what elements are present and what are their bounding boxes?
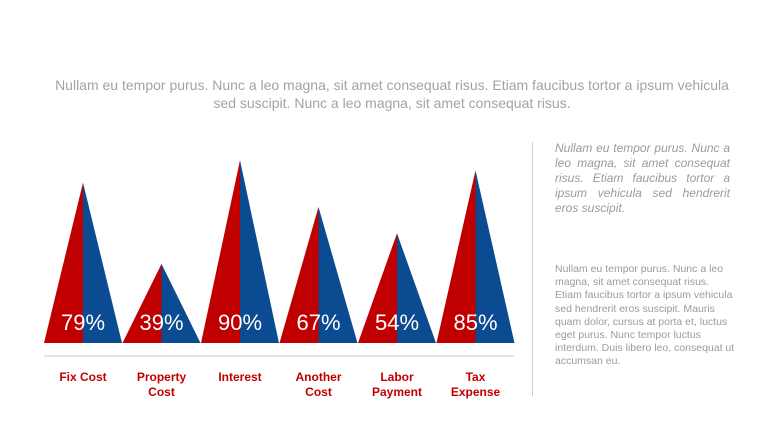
pyramid-left-face [279, 206, 319, 343]
pyramid-right-face [161, 263, 201, 343]
value-label: 39% [139, 310, 183, 335]
pyramid-left-face [201, 160, 240, 343]
category-label: Cost [305, 385, 332, 399]
pyramid-right-face [240, 160, 279, 343]
value-label: 79% [61, 310, 105, 335]
category-label: Property [137, 370, 187, 384]
pyramid-right-face [397, 233, 436, 343]
category-label: Expense [451, 385, 501, 399]
vertical-divider [532, 142, 533, 396]
side-body-text: Nullam eu tempor purus. Nunc a leo magna… [555, 263, 735, 368]
value-label: 67% [296, 310, 340, 335]
value-label: 54% [375, 310, 419, 335]
pyramid-left-face [436, 170, 476, 343]
category-label: Labor [380, 370, 414, 384]
pyramid-right-face [318, 206, 358, 343]
category-label: Fix Cost [59, 370, 106, 384]
category-label: Tax [466, 370, 486, 384]
pyramid-right-face [475, 170, 515, 343]
pyramid-left-face [358, 233, 397, 343]
pyramid-left-face [122, 263, 162, 343]
category-label: Interest [218, 370, 261, 384]
pyramid-right-face [83, 182, 122, 343]
value-label: 85% [453, 310, 497, 335]
side-italic-text: Nullam eu tempor purus. Nunc a leo magna… [555, 141, 730, 215]
category-label: Payment [372, 385, 422, 399]
pyramid-left-face [44, 182, 83, 343]
value-label: 90% [218, 310, 262, 335]
category-label: Another [296, 370, 342, 384]
intro-text: Nullam eu tempor purus. Nunc a leo magna… [55, 77, 729, 111]
category-label: Cost [148, 385, 175, 399]
